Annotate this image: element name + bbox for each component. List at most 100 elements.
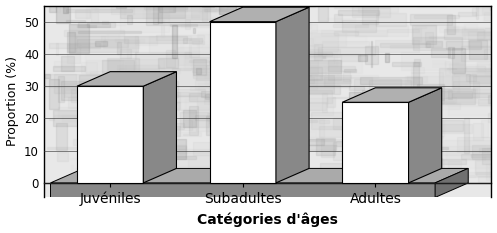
Bar xyxy=(115,39,144,42)
Bar xyxy=(473,123,483,140)
Bar xyxy=(417,2,446,7)
Bar xyxy=(163,89,205,96)
Bar xyxy=(184,53,215,69)
Bar xyxy=(329,65,355,71)
Bar xyxy=(155,96,197,102)
Bar xyxy=(259,100,293,108)
Bar xyxy=(198,32,209,42)
Bar xyxy=(182,38,202,43)
Bar xyxy=(102,60,134,73)
Bar xyxy=(109,130,121,161)
Bar xyxy=(477,62,490,73)
Bar xyxy=(207,0,221,10)
Bar xyxy=(261,70,270,86)
Bar xyxy=(357,125,417,144)
Bar xyxy=(352,0,390,17)
Bar xyxy=(260,102,327,110)
Bar xyxy=(185,51,240,62)
Bar xyxy=(196,74,235,80)
Bar xyxy=(219,0,277,10)
Bar xyxy=(145,147,186,157)
Bar xyxy=(158,3,162,23)
Bar xyxy=(469,75,497,83)
Bar xyxy=(209,93,255,101)
Bar xyxy=(192,57,223,72)
Bar xyxy=(150,92,180,102)
Bar xyxy=(328,61,341,80)
Bar xyxy=(399,103,460,109)
Bar xyxy=(414,108,432,110)
Bar xyxy=(125,62,136,78)
Bar xyxy=(333,97,360,98)
Bar xyxy=(83,93,103,127)
Bar xyxy=(219,0,236,14)
Bar xyxy=(70,158,90,159)
Bar xyxy=(269,114,287,121)
Bar xyxy=(414,135,434,158)
Bar xyxy=(92,101,148,104)
Bar xyxy=(319,120,329,123)
Bar xyxy=(128,101,131,116)
Bar xyxy=(169,132,201,136)
Bar xyxy=(151,93,166,104)
Bar xyxy=(468,31,497,48)
Bar xyxy=(369,126,393,142)
Bar xyxy=(245,8,257,31)
Bar xyxy=(283,53,326,58)
Bar xyxy=(376,97,391,118)
Bar xyxy=(314,36,366,43)
Bar xyxy=(359,95,400,98)
Bar xyxy=(488,95,497,103)
Bar xyxy=(494,13,497,29)
Bar xyxy=(95,0,150,10)
Bar xyxy=(103,40,139,48)
Bar xyxy=(170,139,186,159)
Bar xyxy=(78,31,142,33)
Bar xyxy=(466,56,497,58)
Polygon shape xyxy=(51,168,468,183)
Bar xyxy=(482,6,497,14)
Polygon shape xyxy=(342,88,442,102)
Bar xyxy=(81,79,127,95)
Bar xyxy=(236,96,267,104)
Bar xyxy=(184,19,190,29)
Bar xyxy=(285,0,301,15)
Bar xyxy=(273,81,307,95)
Bar xyxy=(77,86,143,183)
Bar xyxy=(50,0,60,12)
Bar xyxy=(197,34,224,47)
Bar xyxy=(205,75,231,84)
Bar xyxy=(355,143,387,158)
Bar xyxy=(71,164,73,172)
Bar xyxy=(288,75,311,76)
Bar xyxy=(193,68,229,76)
Bar xyxy=(333,142,359,160)
Bar xyxy=(439,27,495,32)
Bar xyxy=(446,41,482,48)
Bar xyxy=(376,103,390,107)
Bar xyxy=(351,148,376,163)
Bar xyxy=(123,144,129,156)
Bar xyxy=(80,119,135,125)
Bar xyxy=(411,159,426,176)
Bar xyxy=(442,89,497,103)
Bar xyxy=(206,65,253,73)
Bar xyxy=(139,93,200,95)
Bar xyxy=(477,32,497,40)
Bar xyxy=(169,6,216,11)
Bar xyxy=(108,121,110,137)
Bar xyxy=(334,31,358,34)
Bar xyxy=(219,12,278,18)
Bar xyxy=(484,12,497,20)
Bar xyxy=(127,71,134,106)
Bar xyxy=(289,86,293,91)
Bar xyxy=(424,89,475,104)
Bar xyxy=(280,23,311,28)
Bar xyxy=(276,114,297,120)
Bar xyxy=(385,132,417,135)
Bar xyxy=(159,179,164,182)
Bar xyxy=(288,139,346,141)
Bar xyxy=(413,27,420,41)
Bar xyxy=(410,14,452,25)
Bar xyxy=(311,112,353,129)
